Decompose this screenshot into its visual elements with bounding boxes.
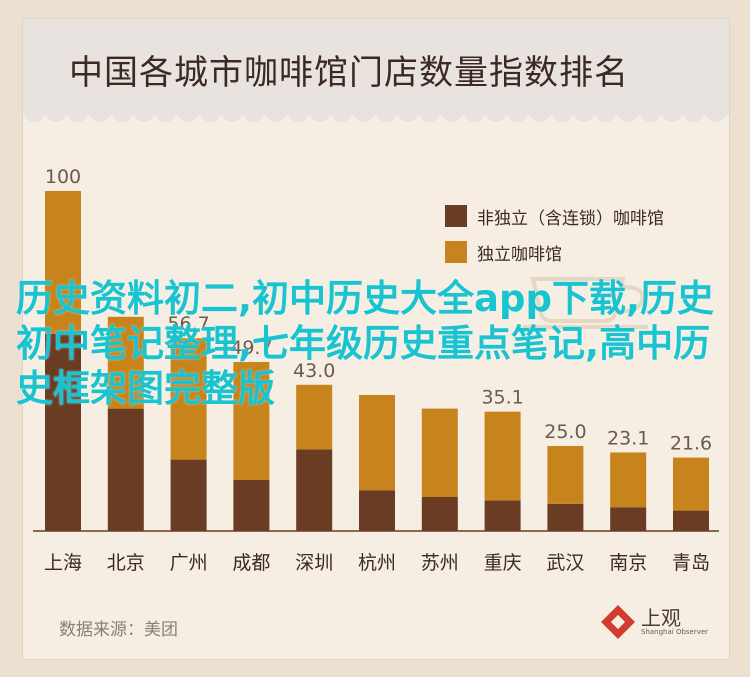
legend-label: 非独立（含连锁）咖啡馆: [477, 208, 664, 229]
data-source: 数据来源：美团: [59, 620, 178, 640]
bar-segment-dependent: [45, 333, 81, 531]
scallop: [177, 111, 199, 122]
bar-segment-dependent: [296, 449, 333, 531]
logo-icon: [601, 605, 635, 639]
bar-segment-independent: [359, 395, 395, 491]
bar-total-label: 43.0: [293, 360, 335, 382]
bar-segment-independent: [233, 362, 270, 480]
category-label: 北京: [107, 552, 145, 574]
legend-item-dependent: 非独立（含连锁）咖啡馆: [445, 205, 664, 229]
category-label: 杭州: [358, 552, 396, 574]
category-label: 青岛: [672, 552, 710, 574]
scallop: [573, 111, 595, 122]
scallop: [221, 111, 243, 122]
scallop: [199, 111, 221, 122]
legend-swatch-dark: [445, 205, 467, 227]
bar-total-label: 100: [45, 166, 81, 188]
category-label: 武汉: [546, 552, 584, 574]
scallop: [309, 111, 331, 122]
logo-name: 上观: [641, 606, 681, 630]
scallop: [67, 111, 89, 122]
scallop: [397, 111, 419, 122]
bar-segment-dependent: [547, 503, 584, 531]
bar-segment-independent: [673, 457, 709, 511]
bar-segment-independent: [610, 452, 647, 508]
category-label: 重庆: [484, 552, 522, 574]
bar-segment-independent: [547, 446, 584, 504]
scallop-border: [23, 111, 729, 122]
scallop: [551, 111, 573, 122]
bar-segment-independent: [421, 408, 458, 497]
scallop: [419, 111, 441, 122]
scallop: [529, 111, 551, 122]
scallop: [89, 111, 111, 122]
bar-segment-dependent: [170, 459, 207, 531]
category-label: 苏州: [421, 552, 459, 574]
title-band: [23, 19, 729, 115]
scallop: [111, 111, 133, 122]
bar-total-label: 56.7: [167, 313, 209, 335]
bar-total-label: 21.6: [670, 433, 712, 455]
scallop: [243, 111, 265, 122]
legend-label: 独立咖啡馆: [477, 244, 562, 265]
bar-segment-dependent: [107, 408, 144, 531]
category-label: 广州: [170, 552, 208, 574]
scallop: [331, 111, 353, 122]
logo: 上观 Shanghai Observer: [601, 605, 708, 639]
scallop: [155, 111, 177, 122]
scallop: [265, 111, 287, 122]
bar-segment-dependent: [484, 500, 521, 531]
bar-segment-independent: [45, 191, 81, 334]
scallop: [485, 111, 507, 122]
bar-segment-dependent: [610, 507, 647, 531]
bar-segment-independent: [107, 316, 144, 409]
scallop: [45, 111, 67, 122]
bar-total-label: 35.1: [481, 387, 523, 409]
bar-segment-dependent: [359, 490, 395, 531]
scallop: [595, 111, 617, 122]
scallop: [133, 111, 155, 122]
bar-segment-dependent: [673, 510, 709, 531]
chart-card: 中国各城市咖啡馆门店数量指数排名 100 上海 北京 56.7 广州 49.7 成都 43.0…: [22, 18, 730, 660]
bar-segment-dependent: [421, 497, 458, 531]
legend: 非独立（含连锁）咖啡馆 独立咖啡馆: [445, 205, 664, 277]
legend-item-independent: 独立咖啡馆: [445, 241, 664, 265]
bar-segment-independent: [170, 338, 207, 460]
bar-segment-dependent: [233, 480, 270, 531]
bar-chart: 100 上海 北京 56.7 广州 49.7 成都 43.0 深圳 杭州 苏州 35.1 重庆 25.0 武…: [33, 166, 719, 574]
scallop: [639, 111, 661, 122]
bar-total-label: 23.1: [607, 427, 649, 449]
bar-total-label: 49.7: [230, 337, 272, 359]
bar-segment-independent: [296, 384, 333, 450]
scallop: [375, 111, 397, 122]
scallop: [287, 111, 309, 122]
scallop: [463, 111, 485, 122]
scallop: [661, 111, 683, 122]
scallop: [727, 111, 729, 118]
coffee-cup-icon: [523, 277, 648, 329]
legend-swatch-light: [445, 241, 467, 263]
category-label: 上海: [44, 552, 82, 574]
watermark-overlay: 历史资料初二,初中历史大全app下载,历史初中笔记整理,七年级历史重点笔记,高中…: [16, 277, 715, 410]
category-label: 成都: [232, 552, 270, 574]
category-label: 深圳: [295, 552, 333, 574]
logo-en: Shanghai Observer: [641, 628, 709, 636]
bar-total-label: 25.0: [544, 421, 586, 443]
scallop: [441, 111, 463, 122]
scallop: [23, 111, 45, 122]
category-label: 南京: [609, 552, 647, 574]
scallop: [507, 111, 529, 122]
scallop: [617, 111, 639, 122]
bar-segment-independent: [484, 411, 521, 501]
scallop: [353, 111, 375, 122]
scallop: [683, 111, 705, 122]
scallop: [705, 111, 727, 122]
chart-title: 中国各城市咖啡馆门店数量指数排名: [69, 53, 629, 93]
